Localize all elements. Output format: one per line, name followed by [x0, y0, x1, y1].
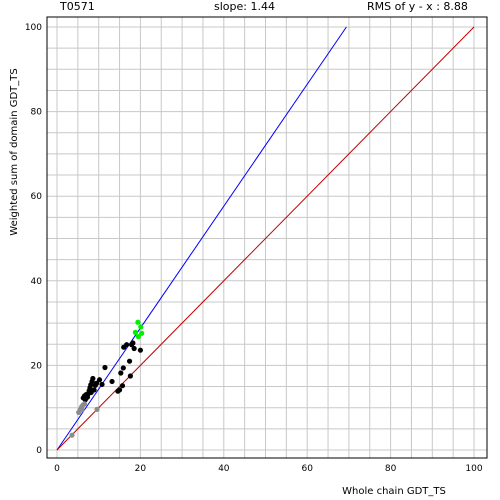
data-points [69, 319, 145, 438]
data-point [94, 380, 100, 386]
x-tick-label: 100 [465, 464, 482, 474]
data-point [99, 381, 105, 388]
data-point [130, 340, 136, 346]
y-tick-label: 80 [31, 108, 43, 118]
x-axis-label: Whole chain GDT_TS [342, 486, 446, 497]
data-point [138, 324, 144, 330]
slope-label: slope: 1.44 [214, 0, 275, 13]
data-point [135, 319, 141, 325]
plot-frame [46, 16, 488, 459]
x-tick-label: 20 [135, 464, 147, 474]
y-axis-label: Weighted sum of domain GDT_TS [9, 68, 20, 235]
data-point [137, 347, 143, 353]
data-point [124, 342, 130, 348]
rms-label: RMS of y - x : 8.88 [367, 0, 468, 13]
data-point [81, 401, 88, 407]
y-tick-label: 20 [31, 361, 43, 371]
data-point [91, 387, 97, 393]
reference-lines [56, 26, 475, 451]
data-point [79, 407, 85, 413]
data-point [127, 373, 133, 379]
data-point [109, 378, 115, 385]
y-tick-label: 60 [31, 192, 43, 202]
data-point [120, 365, 126, 371]
x-tick-label: 80 [385, 464, 397, 474]
y-tick-label: 100 [25, 23, 42, 33]
x-tick-label: 60 [301, 464, 313, 474]
data-point [132, 329, 138, 336]
data-point [131, 345, 137, 352]
target-id: T0571 [60, 0, 95, 13]
data-point [96, 377, 103, 383]
data-point [102, 364, 108, 371]
data-point [94, 406, 100, 412]
data-point [135, 334, 141, 340]
tick-labels: 0 20 40 60 80 100 0 20 40 60 80 100 [25, 23, 483, 474]
data-point [118, 370, 124, 376]
reference-line [56, 26, 475, 451]
x-tick-label: 40 [218, 464, 230, 474]
data-point [126, 358, 133, 364]
data-point [69, 432, 75, 438]
x-tick-label: 0 [54, 464, 60, 474]
data-point [139, 330, 145, 336]
data-point [116, 387, 123, 393]
y-tick-label: 40 [31, 277, 43, 287]
y-tick-label: 0 [36, 446, 42, 456]
reference-line [56, 26, 347, 451]
data-point [119, 383, 126, 389]
data-point [90, 375, 96, 382]
